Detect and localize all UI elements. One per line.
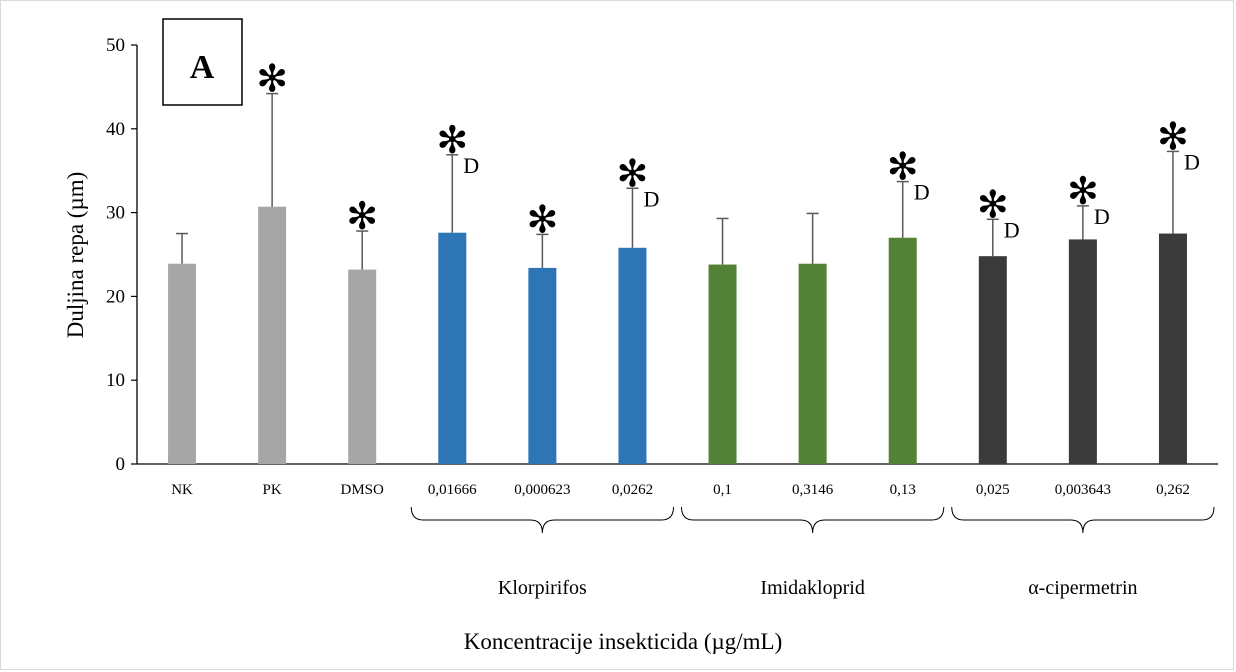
- y-tick-label: 50: [106, 35, 125, 56]
- bar: [528, 267, 557, 464]
- y-tick-label: 30: [106, 203, 125, 224]
- y-axis-title: Duljina repa (µm): [63, 172, 88, 339]
- group-label: Klorpirifos: [498, 577, 587, 599]
- y-tick-label: 0: [116, 454, 126, 475]
- x-tick-label: 0,000623: [514, 482, 570, 498]
- bar: [618, 247, 647, 464]
- x-tick-label: 0,01666: [428, 482, 477, 498]
- x-tick-label: DMSO: [341, 482, 385, 498]
- bar: [438, 232, 467, 464]
- significance-star: ✻: [436, 120, 468, 162]
- significance-d-label: D: [1004, 217, 1020, 242]
- significance-star: ✻: [1157, 116, 1189, 158]
- x-tick-label: 0,0262: [612, 482, 653, 498]
- y-tick-labels: 0 10 20 30 40 50: [106, 35, 125, 475]
- x-tick-label: NK: [171, 482, 193, 498]
- x-tick-label: PK: [263, 482, 282, 498]
- x-axis-title: Koncentracije insekticida (µg/mL): [464, 629, 783, 654]
- group-bracket: [410, 506, 674, 534]
- bars: [168, 206, 1187, 464]
- bar: [798, 263, 827, 464]
- significance-d-label: D: [1184, 149, 1200, 174]
- bar: [978, 256, 1007, 464]
- significance-star: ✻: [977, 184, 1009, 226]
- x-tick-label: 0,003643: [1055, 482, 1111, 498]
- significance-star: ✻: [1067, 171, 1099, 213]
- bar: [258, 206, 287, 464]
- group-bracket: [681, 506, 945, 534]
- bar: [888, 237, 917, 464]
- group-brackets: Klorpirifos Imidakloprid α-cipermetrin: [410, 506, 1215, 599]
- significance-star: ✻: [346, 196, 378, 238]
- group-bracket: [951, 506, 1215, 534]
- significance-star: ✻: [256, 59, 288, 101]
- y-tick-label: 20: [106, 286, 125, 307]
- x-tick-label: 0,262: [1156, 482, 1190, 498]
- y-tick-label: 10: [106, 370, 125, 391]
- panel-label-box: [162, 18, 243, 106]
- significance-d-label: D: [914, 180, 930, 205]
- group-label: α-cipermetrin: [1028, 577, 1137, 599]
- error-bars: [176, 92, 1179, 270]
- bar: [348, 269, 377, 464]
- significance-star: ✻: [617, 153, 649, 195]
- x-tick-label: 0,13: [890, 482, 916, 498]
- x-tick-label: 0,1: [713, 482, 732, 498]
- bar: [708, 264, 737, 464]
- x-tick-label: 0,025: [976, 482, 1010, 498]
- significance-star: ✻: [526, 199, 558, 241]
- y-tick-label: 40: [106, 119, 125, 140]
- x-tick-labels: NK PK DMSO 0,01666 0,000623 0,0262 0,1 0,3146 0,…: [171, 482, 1190, 498]
- significance-d-label: D: [1094, 204, 1110, 229]
- axes: [131, 44, 1218, 465]
- group-label: Imidakloprid: [760, 577, 864, 599]
- panel-label: A: [190, 49, 215, 86]
- bar: [1068, 239, 1097, 464]
- significance-annotations: ✻✻✻D✻✻D✻D ✻D✻D✻D: [256, 59, 1200, 243]
- significance-star: ✻: [887, 147, 919, 189]
- bar: [168, 263, 197, 464]
- bar: [1158, 233, 1187, 464]
- significance-d-label: D: [643, 186, 659, 211]
- x-tick-label: 0,3146: [792, 482, 834, 498]
- significance-d-label: D: [463, 153, 479, 178]
